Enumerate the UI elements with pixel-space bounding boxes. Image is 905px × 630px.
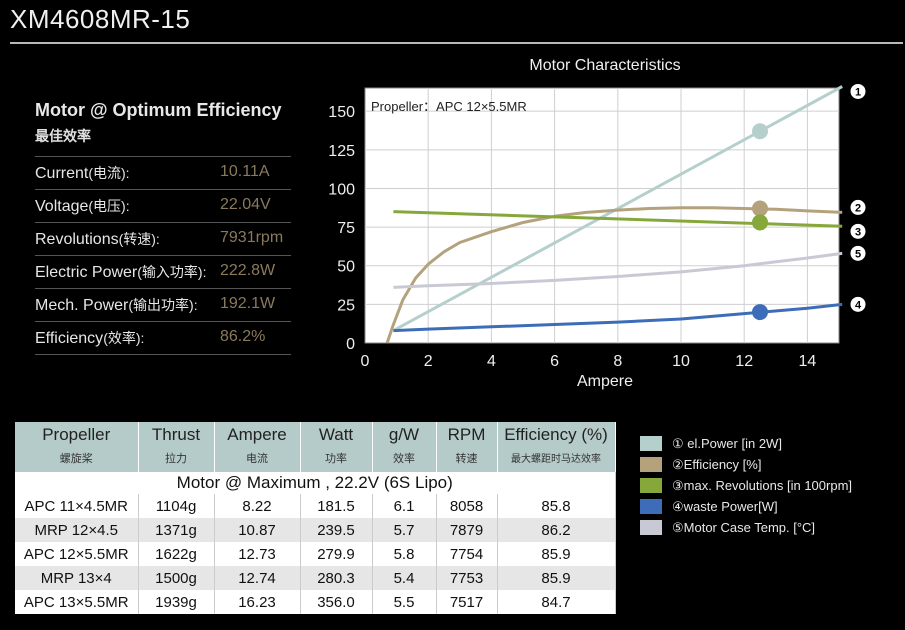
series-marker-3 [752,214,768,231]
series-line-5 [393,251,843,289]
series-callout-4 [850,296,866,312]
x-axis-label: Ampere [577,373,633,390]
spec-label: Current(电流): [35,165,130,182]
y-tick-label: 25 [337,297,355,314]
legend-swatch [640,457,662,472]
legend-label: ③max. Revolutions [in 100rpm] [672,478,853,493]
spec-label: Electric Power(输入功率): [35,264,207,281]
x-tick-label: 6 [550,353,559,370]
table-subtitle-row: Motor @ Maximum , 22.2V (6S Lipo) [15,472,616,494]
spec-value: 222.8W [220,262,276,279]
x-tick-label: 10 [672,353,690,370]
spec-row-mech-power: Mech. Power(输出功率): 192.1W [35,288,291,320]
legend-swatch [640,499,662,514]
x-tick-label: 0 [361,353,370,370]
spec-row-voltage: Voltage(电压): 22.04V [35,189,291,221]
table-row: MRP 13×4 1500g 12.74 280.3 5.4 7753 85.9 [15,566,616,590]
series-callout-2 [850,199,866,215]
legend-label: ① el.Power [in 2W] [672,436,782,451]
series-callout-label-1: 1 [855,86,861,98]
table-row: APC 12×5.5MR 1622g 12.73 279.9 5.8 7754 85.9 [15,542,616,566]
series-callout-5 [850,245,866,261]
table-row: APC 11×4.5MR 1104g 8.22 181.5 6.1 8058 85.8 [15,494,616,518]
col-header-rpm: RPM 转速 [436,422,498,472]
series-callout-label-4: 4 [855,299,862,311]
spec-value: 192.1W [220,295,276,312]
series-callout-1 [850,83,866,99]
spec-value: 10.11A [220,163,270,180]
y-tick-label: 100 [328,181,355,198]
table-header-row: Propeller 螺旋桨 Thrust 拉力 Ampere 电流 Watt 功率 g/… [15,422,616,472]
spec-value: 86.2% [220,328,266,345]
spec-row-efficiency: Efficiency(效率): 86.2% [35,321,291,353]
spec-value: 22.04V [220,196,271,213]
spec-label: Revolutions(转速): [35,231,160,248]
optimum-efficiency-panel: Motor @ Optimum Efficiency 最佳效率 Current(… [35,100,291,356]
propeller-data-table: Propeller 螺旋桨 Thrust 拉力 Ampere 电流 Watt 功率 g/… [15,422,616,614]
spec-value: 7931rpm [220,229,284,246]
series-callout-3 [850,223,866,239]
table-row: MRP 12×4.5 1371g 10.87 239.5 5.7 7879 86.2 [15,518,616,542]
col-header-thrust: Thrust 拉力 [138,422,215,472]
series-line-4 [393,302,843,333]
series-callout-label-3: 3 [855,226,861,238]
col-header-gw: g/W 效率 [372,422,437,472]
legend-swatch [640,478,662,493]
y-tick-label: 75 [337,220,355,237]
spec-heading: Motor @ Optimum Efficiency [35,100,282,120]
title-divider [10,42,903,44]
legend-label: ④waste Power[W] [672,499,778,514]
series-callout-label-5: 5 [855,248,861,260]
table-row: APC 13×5.5MR 1939g 16.23 356.0 5.5 7517 84.7 [15,590,616,614]
spec-row-current: Current(电流): 10.11A [35,156,291,188]
spec-row-revolutions: Revolutions(转速): 7931rpm [35,222,291,254]
series-marker-2 [752,200,768,217]
col-header-propeller: Propeller 螺旋桨 [15,422,139,472]
y-tick-label: 125 [328,143,355,160]
spec-subheading: 最佳效率 [35,128,91,144]
y-tick-label: 50 [337,259,355,276]
spec-label: Voltage(电压): [35,198,130,215]
legend-swatch [640,436,662,451]
series-line-1 [392,85,843,332]
legend-label: ②Efficiency [%] [672,457,762,472]
series-marker-4 [752,304,768,321]
x-tick-label: 4 [487,353,496,370]
x-tick-label: 8 [613,353,622,370]
spec-row-electric-power: Electric Power(输入功率): 222.8W [35,255,291,287]
x-tick-label: 2 [424,353,433,370]
y-tick-label: 150 [328,104,355,121]
x-tick-label: 12 [735,353,753,370]
series-marker-1 [752,123,768,140]
page-title: XM4608MR-15 [10,4,191,34]
chart-title: Motor Characteristics [529,57,680,74]
col-header-ampere: Ampere 电流 [214,422,301,472]
chart-annotation: Propeller：APC 12×5.5MR [371,99,527,114]
legend-label: ⑤Motor Case Temp. [°C] [672,520,816,535]
col-header-watt: Watt 功率 [300,422,373,472]
spec-label: Efficiency(效率): [35,330,145,347]
table-subtitle: Motor @ Maximum , 22.2V (6S Lipo) [15,472,616,494]
x-tick-label: 14 [799,353,817,370]
legend-swatch [640,520,662,535]
series-callout-label-2: 2 [855,202,861,214]
col-header-efficiency: Efficiency (%) 最大螺距时马达效率 [497,422,616,472]
y-tick-label: 0 [346,336,355,353]
spec-label: Mech. Power(输出功率): [35,297,198,314]
